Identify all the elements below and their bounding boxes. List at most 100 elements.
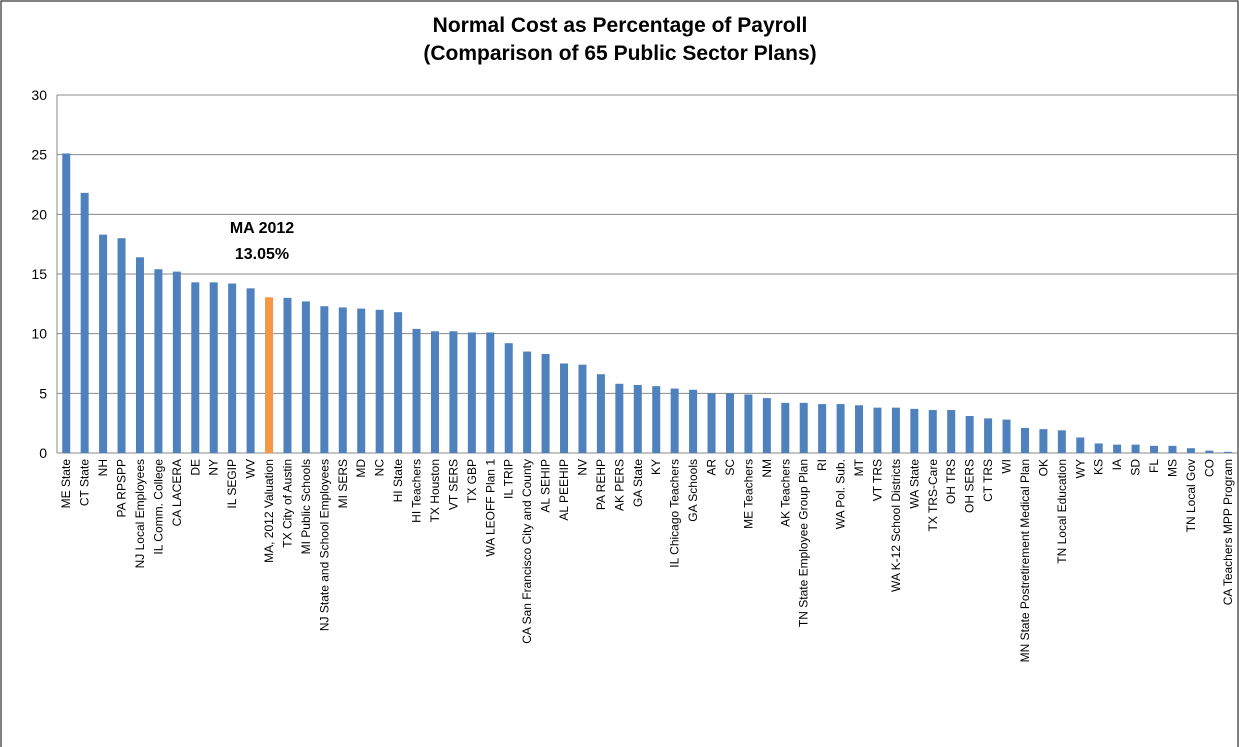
bar (449, 331, 458, 453)
bar (320, 306, 329, 453)
x-tick-label: MA, 2012 Valuation (262, 459, 276, 563)
bar (947, 410, 956, 453)
x-tick-label: CT TRS (981, 459, 995, 502)
x-tick-label: WA Pol. Sub. (834, 459, 848, 529)
bar (430, 331, 439, 453)
x-tick-label: IL SEGIP (225, 459, 239, 509)
bar (725, 393, 734, 453)
annotation: 13.05% (235, 246, 289, 263)
x-tick-label: MI Public Schools (299, 459, 313, 554)
y-tick-label: 10 (31, 326, 47, 342)
bar (412, 328, 421, 453)
bar (1186, 448, 1195, 453)
bar (375, 309, 384, 453)
bar (504, 343, 513, 453)
y-tick-label: 15 (31, 266, 47, 282)
x-tick-label: CA Teachers MPP Program (1221, 459, 1235, 605)
bar (1223, 451, 1232, 453)
x-tick-label: ME Teachers (741, 459, 755, 529)
bar (301, 301, 310, 453)
bar (928, 410, 937, 453)
chart-title: (Comparison of 65 Public Sector Plans) (423, 42, 816, 65)
x-tick-label: RI (815, 459, 829, 471)
x-tick-label: OH SERS (963, 459, 977, 513)
x-tick-label: WA K-12 School Districts (889, 459, 903, 592)
x-tick-label: IA (1110, 459, 1124, 470)
x-tick-label: HI State (391, 459, 405, 503)
x-tick-label: VT TRS (870, 459, 884, 501)
x-tick-label: TX City of Austin (280, 459, 294, 548)
x-tick-label: CO (1202, 459, 1216, 477)
x-tick-label: WI (1000, 459, 1014, 474)
bar (707, 393, 716, 453)
bar (1131, 444, 1140, 453)
x-tick-label: SD (1129, 459, 1143, 476)
x-tick-label: FL (1147, 459, 1161, 473)
bar (799, 402, 808, 453)
bar (338, 307, 347, 453)
bar (1002, 419, 1011, 453)
bar (910, 408, 919, 453)
x-tick-label: NV (575, 459, 589, 476)
y-tick-label: 5 (39, 385, 47, 401)
x-tick-label: AL SEHIP (539, 459, 553, 513)
x-tick-label: MI SERS (336, 459, 350, 508)
bar (1057, 430, 1066, 453)
bar (891, 407, 900, 453)
bar (984, 418, 993, 453)
bar (265, 297, 274, 453)
x-tick-label: WA LEOFF Plan 1 (483, 459, 497, 557)
bar (135, 257, 144, 453)
bar (1150, 445, 1159, 453)
x-tick-label: WV (244, 459, 258, 478)
x-tick-label: CA LACERA (170, 459, 184, 526)
bar (689, 389, 698, 453)
x-tick-label: WY (1073, 459, 1087, 478)
bar (652, 386, 661, 453)
bar (855, 405, 864, 453)
bar (596, 374, 605, 453)
bar (191, 282, 200, 453)
bar (80, 192, 89, 453)
x-tick-label: KY (649, 459, 663, 475)
x-tick-label: MN State Postretirement Medical Plan (1018, 459, 1032, 662)
x-tick-label: CT State (78, 459, 92, 506)
bar (228, 283, 237, 453)
bar (283, 297, 292, 453)
y-tick-label: 0 (39, 445, 47, 461)
bar (523, 351, 532, 453)
x-tick-label: TN State Employee Group Plan (797, 459, 811, 627)
bar (486, 332, 495, 453)
x-tick-label: NM (760, 459, 774, 478)
y-tick-label: 20 (31, 206, 47, 222)
x-tick-label: WA State (907, 459, 921, 509)
bar (744, 394, 753, 453)
bar (818, 404, 827, 453)
x-tick-label: SC (723, 459, 737, 476)
x-tick-label: TN Local Education (1055, 459, 1069, 564)
bar (762, 398, 771, 453)
x-tick-label: NJ Local Employees (133, 459, 147, 568)
bar (154, 269, 163, 453)
x-tick-label: NC (373, 459, 387, 477)
x-tick-label: NH (96, 459, 110, 476)
x-tick-label: DE (188, 459, 202, 476)
x-tick-label: CA San Francisco City and County (520, 459, 534, 644)
chart-title: Normal Cost as Percentage of Payroll (433, 14, 808, 37)
bar (633, 384, 642, 453)
annotation: MA 2012 (230, 220, 294, 237)
x-tick-label: PA REHP (594, 459, 608, 510)
x-tick-label: GA Schools (686, 459, 700, 522)
x-tick-label: TX TRS-Care (926, 459, 940, 532)
x-tick-label: AK PERS (612, 459, 626, 511)
bar (117, 238, 126, 453)
bar (965, 416, 974, 453)
x-tick-label: HI Teachers (410, 459, 424, 523)
bar (99, 234, 108, 453)
bar (172, 271, 181, 453)
bar (873, 407, 882, 453)
bar (1168, 445, 1177, 453)
bar (1076, 437, 1085, 453)
